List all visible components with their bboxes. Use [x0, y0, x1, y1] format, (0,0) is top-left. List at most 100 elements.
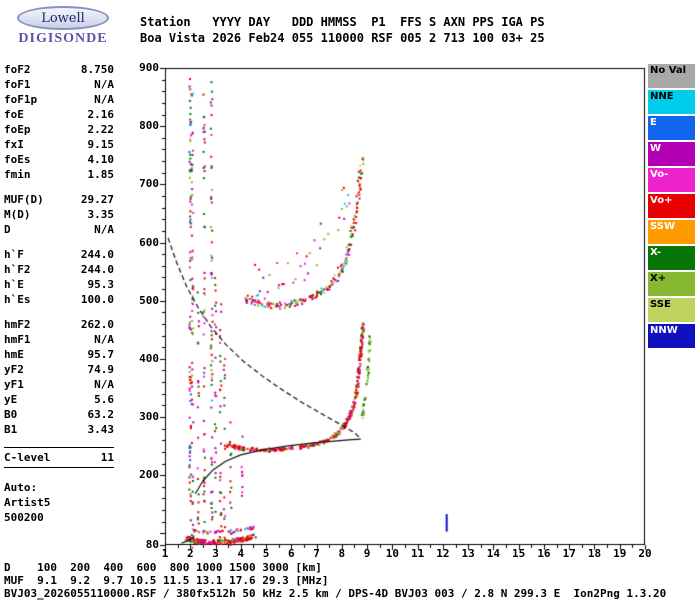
param-row-h`F2: h`F2 244.0 — [4, 262, 114, 277]
param-value: 3.43 — [87, 423, 115, 436]
param-row-Auto:: Auto: — [4, 480, 114, 495]
param-value: N/A — [94, 223, 114, 236]
param-row-Artist5: Artist5 — [4, 495, 114, 510]
param-value: 74.9 — [87, 363, 115, 376]
parameter-panel: foF2 8.750 foF1 N/A foF1p N/A foE 2.16 foEp 2.22 f… — [4, 62, 114, 535]
x-tick-label-3: 3 — [212, 547, 219, 560]
param-value: N/A — [94, 333, 114, 346]
param-label: fxI — [4, 138, 24, 151]
param-row-foF1p: foF1p N/A — [4, 92, 114, 107]
param-label: foF1 — [4, 78, 31, 91]
y-tick-label-600: 600 — [139, 235, 159, 249]
param-row-foF1: foF1 N/A — [4, 77, 114, 92]
param-value: 5.6 — [94, 393, 114, 406]
x-tick-label-11: 11 — [411, 547, 425, 560]
param-group-1: MUF(D) 29.27 M(D) 3.35 D N/A — [4, 192, 114, 237]
param-value: 4.10 — [87, 153, 115, 166]
x-tick-label-18: 18 — [587, 547, 602, 560]
param-row-yF2: yF2 74.9 — [4, 362, 114, 377]
legend-item-e: E — [648, 116, 695, 140]
param-label: foEp — [4, 123, 31, 136]
dmuf-muf-row: MUF 9.1 9.2 9.7 10.5 11.5 13.1 17.6 29.3… — [4, 574, 329, 587]
legend-item-x_minus: X- — [648, 246, 695, 270]
param-value: 95.7 — [87, 348, 115, 361]
param-label: yE — [4, 393, 18, 406]
status-line: BVJ03_2026055110000.RSF / 380fx512h 50 k… — [4, 587, 667, 600]
digisonde-logo-text: DIGISONDE — [18, 31, 108, 46]
param-value: 244.0 — [80, 248, 114, 261]
x-tick-label-6: 6 — [288, 547, 295, 560]
x-tick-label-14: 14 — [486, 547, 501, 560]
x-tick-label-10: 10 — [385, 547, 399, 560]
y-tick-label-400: 400 — [139, 351, 159, 365]
param-row-h`E: h`E 95.3 — [4, 277, 114, 292]
legend-item-vo_minus: Vo- — [648, 168, 695, 192]
y-tick-label-900: 900 — [139, 61, 159, 74]
param-value: N/A — [94, 378, 114, 391]
y-tick-label-700: 700 — [139, 177, 159, 191]
param-label: 500200 — [4, 511, 44, 524]
param-group-4: C-level 11 — [4, 447, 114, 468]
param-value: 100.0 — [80, 293, 114, 306]
param-label: foE — [4, 108, 24, 121]
param-label: D — [4, 223, 11, 236]
param-label: hmF2 — [4, 318, 31, 331]
param-label: foF2 — [4, 63, 31, 76]
param-label: B0 — [4, 408, 18, 421]
param-label: Artist5 — [4, 496, 51, 509]
lowell-logo-oval: Lowell — [17, 6, 109, 30]
x-tick-label-4: 4 — [237, 547, 245, 560]
station-header-columns: Station YYYY DAY DDD HMMSS P1 FFS S AXN … — [140, 15, 545, 29]
legend-item-ssw: SSW — [648, 220, 695, 244]
param-label: h`E — [4, 278, 24, 291]
y-tick-label-80: 80 — [145, 538, 159, 551]
y-tick-label-200: 200 — [139, 468, 159, 482]
param-group-3: hmF2 262.0 hmF1 N/A hmE 95.7 yF2 74.9 yF1 N/A yE 5.… — [4, 317, 114, 437]
param-label: B1 — [4, 423, 18, 436]
param-value: 2.16 — [87, 108, 115, 121]
param-label: Auto: — [4, 481, 38, 494]
ionogram-canvas — [153, 59, 653, 555]
x-tick-label-1: 1 — [161, 547, 169, 560]
param-value: 11 — [100, 451, 114, 464]
param-group-0: foF2 8.750 foF1 N/A foF1p N/A foE 2.16 foEp 2.22 f… — [4, 62, 114, 182]
dmuf-distance-row: D 100 200 400 600 800 1000 1500 3000 [km… — [4, 561, 322, 574]
param-value: 2.22 — [87, 123, 115, 136]
param-label: foF1p — [4, 93, 38, 106]
param-value: 95.3 — [87, 278, 115, 291]
x-tick-label-5: 5 — [262, 547, 270, 560]
param-row-B1: B1 3.43 — [4, 422, 114, 437]
x-tick-label-12: 12 — [436, 547, 450, 560]
param-row-M(D): M(D) 3.35 — [4, 207, 114, 222]
x-tick-label-17: 17 — [562, 547, 576, 560]
param-label: MUF(D) — [4, 193, 44, 206]
param-row-yE: yE 5.6 — [4, 392, 114, 407]
param-label: hmF1 — [4, 333, 31, 346]
x-tick-label-15: 15 — [512, 547, 526, 560]
doppler-legend: No Val NNE E W Vo- Vo+ SSW X- X+ SSE NNW — [648, 64, 695, 350]
lowell-digisonde-logo: Lowell DIGISONDE — [8, 6, 118, 47]
param-row-hmF2: hmF2 262.0 — [4, 317, 114, 332]
legend-item-w: W — [648, 142, 695, 166]
param-label: hmE — [4, 348, 24, 361]
param-value: 9.15 — [87, 138, 115, 151]
param-label: fmin — [4, 168, 31, 181]
x-tick-label-2: 2 — [186, 547, 194, 560]
param-value: 8.750 — [80, 63, 114, 76]
param-row-B0: B0 63.2 — [4, 407, 114, 422]
param-value: 63.2 — [87, 408, 115, 421]
param-row-h`F: h`F 244.0 — [4, 247, 114, 262]
x-tick-label-16: 16 — [537, 547, 551, 560]
ionogram-plot: 900 800 700 600 500 400 300 200 80 1 2 3 4 5 6 7 8 9 10 11… — [139, 59, 653, 560]
y-tick-label-300: 300 — [139, 410, 159, 424]
param-value: N/A — [94, 78, 114, 91]
x-tick-label-20: 20 — [638, 547, 652, 560]
param-row-h`Es: h`Es 100.0 — [4, 292, 114, 307]
param-value: 3.35 — [87, 208, 115, 221]
param-row-fxI: fxI 9.15 — [4, 137, 114, 152]
param-value: 262.0 — [80, 318, 114, 331]
param-label: yF2 — [4, 363, 24, 376]
param-label: h`F2 — [4, 263, 31, 276]
x-tick-label-7: 7 — [313, 547, 320, 560]
